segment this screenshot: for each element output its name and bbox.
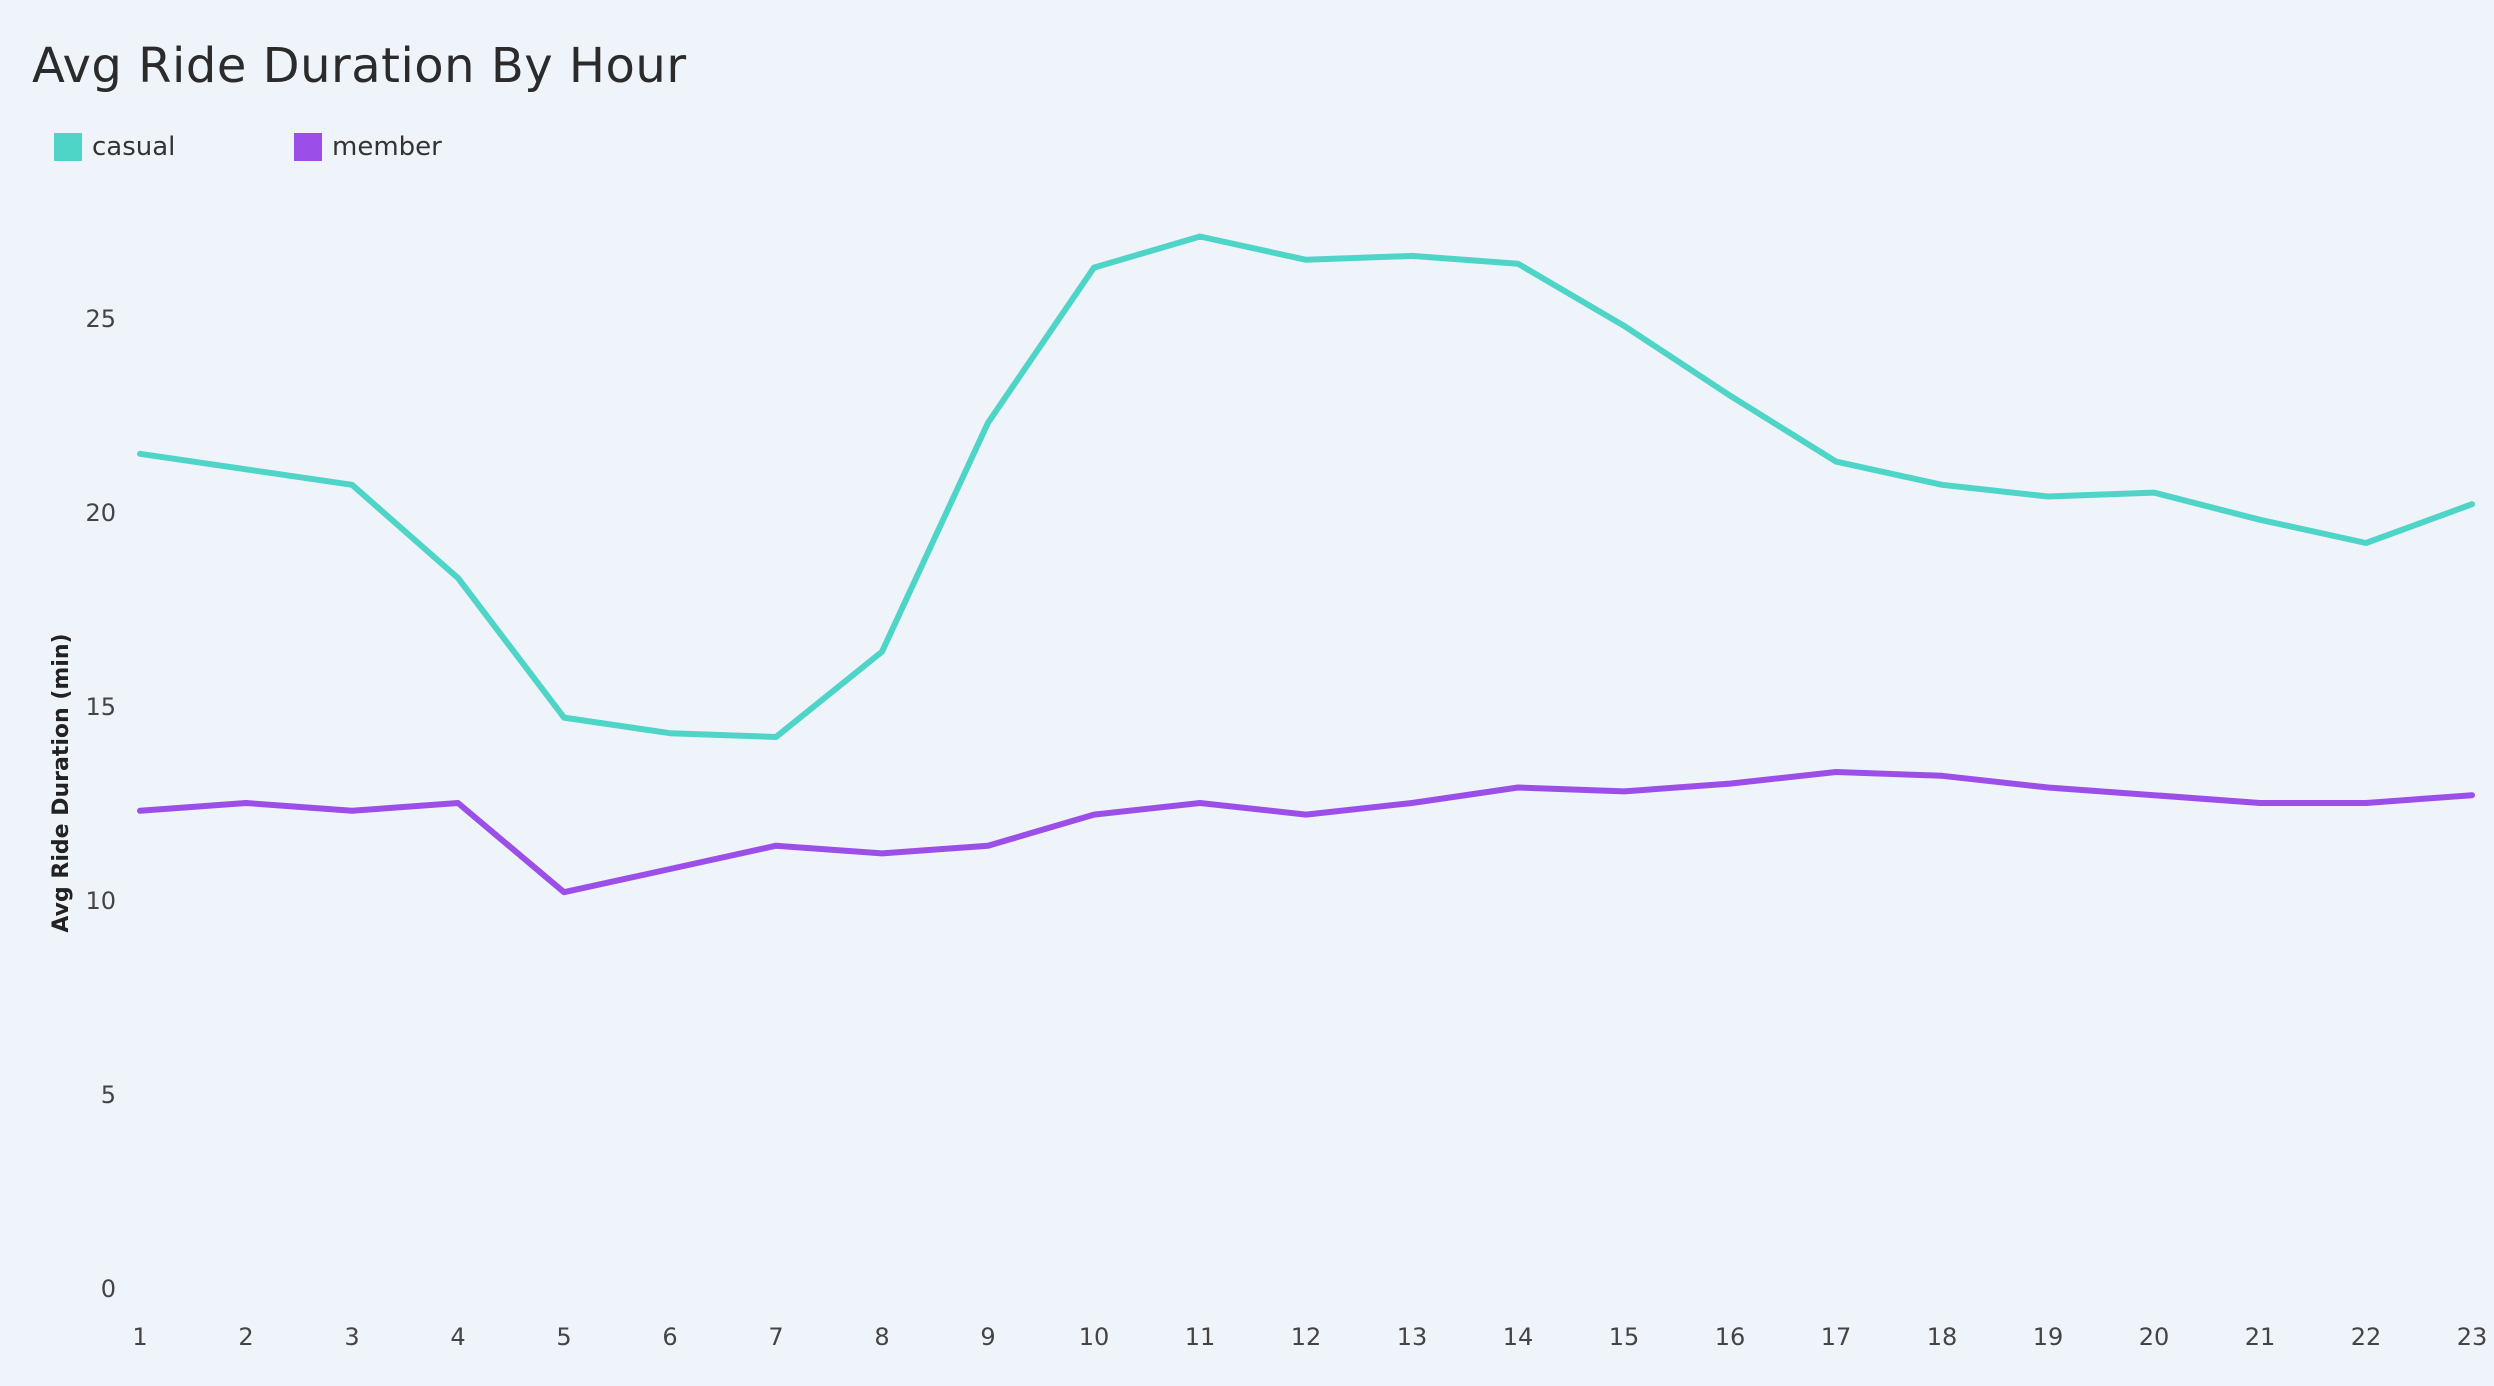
- x-tick-label-10: 10: [1079, 1323, 1110, 1351]
- x-tick-label-1: 1: [132, 1323, 147, 1351]
- legend-swatch-casual: [54, 133, 82, 161]
- x-tick-label-11: 11: [1185, 1323, 1216, 1351]
- x-tick-label-23: 23: [2457, 1323, 2488, 1351]
- legend-label-member: member: [332, 132, 442, 162]
- x-tick-label-4: 4: [450, 1323, 465, 1351]
- y-axis-title: Avg Ride Duration (min): [49, 633, 74, 932]
- y-tick-label-0: 0: [101, 1275, 116, 1303]
- x-tick-label-19: 19: [2033, 1323, 2064, 1351]
- legend: casual member: [54, 132, 534, 162]
- legend-item-casual[interactable]: casual: [54, 132, 294, 162]
- x-tick-label-3: 3: [344, 1323, 359, 1351]
- y-tick-label-10: 10: [85, 887, 116, 915]
- chart-title: Avg Ride Duration By Hour: [32, 38, 687, 94]
- x-tick-label-21: 21: [2245, 1323, 2276, 1351]
- x-tick-label-22: 22: [2351, 1323, 2382, 1351]
- series-line-member: [137, 769, 2475, 896]
- x-tick-label-20: 20: [2139, 1323, 2170, 1351]
- x-tick-label-2: 2: [238, 1323, 253, 1351]
- legend-swatch-member: [294, 133, 322, 161]
- x-tick-label-15: 15: [1609, 1323, 1640, 1351]
- series-line-casual: [137, 233, 2475, 740]
- x-tick-label-12: 12: [1291, 1323, 1322, 1351]
- x-tick-label-16: 16: [1715, 1323, 1746, 1351]
- y-tick-label-5: 5: [101, 1081, 116, 1109]
- x-tick-label-17: 17: [1821, 1323, 1852, 1351]
- x-tick-label-5: 5: [556, 1323, 571, 1351]
- y-tick-label-20: 20: [85, 499, 116, 527]
- y-tick-label-25: 25: [85, 305, 116, 333]
- y-tick-label-15: 15: [85, 693, 116, 721]
- x-tick-label-7: 7: [768, 1323, 783, 1351]
- legend-label-casual: casual: [92, 132, 176, 162]
- x-tick-label-13: 13: [1397, 1323, 1428, 1351]
- x-tick-label-6: 6: [662, 1323, 677, 1351]
- x-tick-label-8: 8: [874, 1323, 889, 1351]
- x-tick-label-14: 14: [1503, 1323, 1534, 1351]
- legend-item-member[interactable]: member: [294, 132, 534, 162]
- x-tick-label-18: 18: [1927, 1323, 1958, 1351]
- x-tick-label-9: 9: [980, 1323, 995, 1351]
